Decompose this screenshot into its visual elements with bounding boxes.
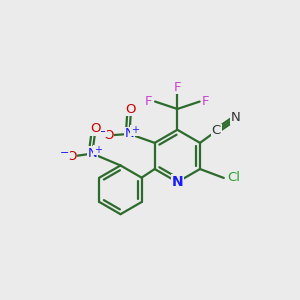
- Text: +: +: [94, 145, 102, 155]
- Text: −: −: [60, 148, 70, 158]
- Text: N: N: [124, 128, 134, 140]
- Text: N: N: [231, 111, 241, 124]
- Text: +: +: [131, 125, 139, 135]
- Text: −: −: [97, 127, 106, 137]
- Text: C: C: [212, 124, 221, 137]
- Text: O: O: [126, 103, 136, 116]
- Text: F: F: [174, 81, 181, 94]
- Text: N: N: [172, 175, 183, 189]
- Text: F: F: [145, 95, 153, 108]
- Text: O: O: [66, 150, 77, 163]
- Text: N: N: [87, 147, 97, 160]
- Text: Cl: Cl: [227, 171, 240, 184]
- Text: F: F: [202, 95, 209, 108]
- Text: O: O: [103, 129, 113, 142]
- Text: O: O: [90, 122, 101, 135]
